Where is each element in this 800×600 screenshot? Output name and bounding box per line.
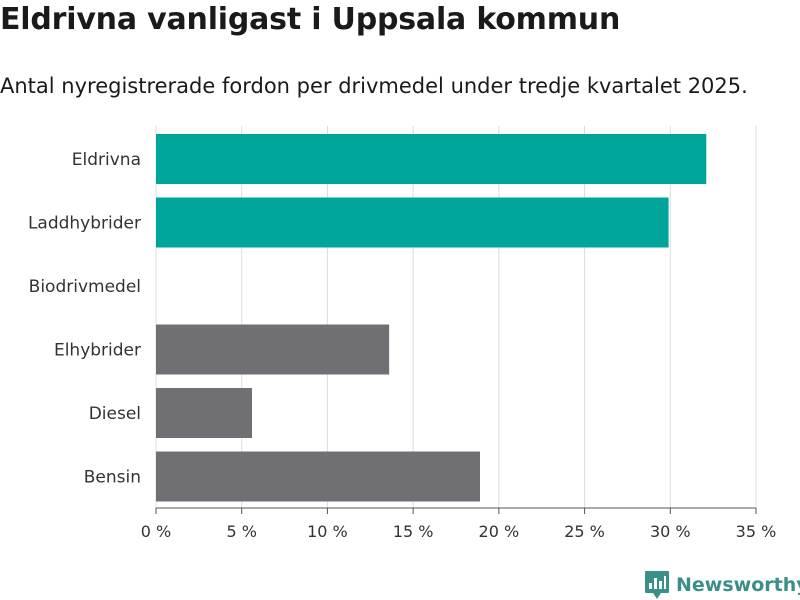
category-label-elhybrider: Elhybrider [54,341,141,361]
bar-elhybrider [156,324,390,375]
category-label-eldrivna: Eldrivna [72,150,141,170]
bar-diesel [156,388,252,438]
newsworthy-logo-icon [645,571,669,599]
chart-title: Eldrivna vanligast i Uppsala kommun [0,2,621,37]
brand-name: Newsworthy [676,574,800,596]
x-tick-label-5: 5 % [226,522,256,541]
category-label-biodrivmedel: Biodrivmedel [29,277,141,297]
x-tick-label-0: 0 % [141,522,171,541]
x-tick-label-35: 35 % [736,522,777,541]
x-tick-label-25: 25 % [564,522,605,541]
bar-bensin [156,451,480,502]
bar-laddhybrider [156,197,669,248]
category-label-diesel: Diesel [89,404,141,424]
category-label-bensin: Bensin [84,468,141,488]
bar-eldrivna [156,134,707,184]
x-tick-label-10: 10 % [307,522,348,541]
x-tick-label-30: 30 % [650,522,691,541]
category-label-laddhybrider: Laddhybrider [28,214,141,234]
brand-logo: Newsworthy [644,570,800,600]
gridlines [155,126,757,508]
x-tick-label-20: 20 % [479,522,520,541]
category-labels: Eldrivna Laddhybrider Biodrivmedel Elhybrid… [28,150,141,488]
chart-subtitle: Antal nyregistrerade fordon per drivmede… [0,74,748,98]
bars [156,134,707,502]
x-tick-label-15: 15 % [393,522,434,541]
x-tick-labels: 0 % 5 % 10 % 15 % 20 % 25 % 30 % 35 % [141,508,777,541]
